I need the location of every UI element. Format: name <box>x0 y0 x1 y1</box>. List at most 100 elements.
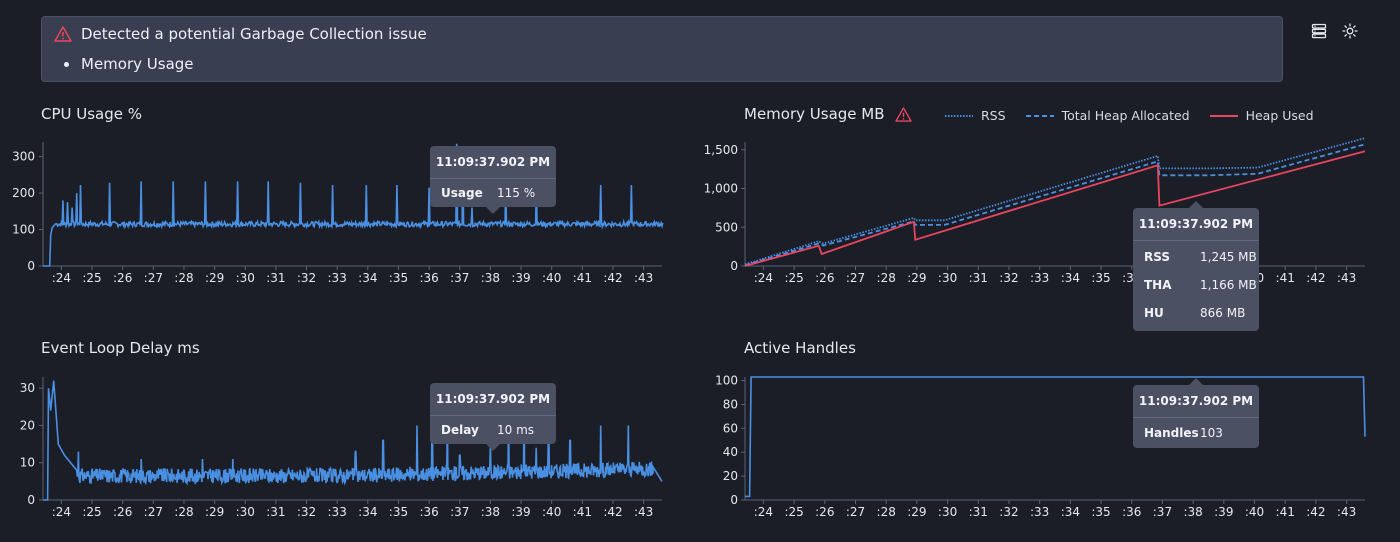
cpu-x-tick-label: :30 <box>236 271 255 285</box>
alert-title-row: Detected a potential Garbage Collection … <box>54 25 427 43</box>
warning-icon <box>54 26 72 42</box>
el-x-tick-label: :38 <box>481 505 500 519</box>
ah-y-tick-label: 60 <box>723 421 738 435</box>
cpu-x-tick-label: :38 <box>481 271 500 285</box>
el-x-tick-label: :31 <box>266 505 285 519</box>
el-x-tick-label: :39 <box>511 505 530 519</box>
ah-y-tick-label: 20 <box>723 469 738 483</box>
mem-x-tick-label: :30 <box>938 271 957 285</box>
cpu-y-tick-label: 300 <box>12 150 35 164</box>
ah-x-tick-label: :32 <box>999 505 1018 519</box>
el-x-tick-label: :26 <box>113 505 132 519</box>
cpu-title-text: CPU Usage % <box>41 105 143 123</box>
event-loop-tooltip: 11:09:37.902 PM Delay 10 ms <box>430 383 556 451</box>
cpu-x-tick-label: :25 <box>82 271 101 285</box>
legend-item-rss[interactable]: RSS <box>945 108 1006 123</box>
ah-x-tick-label: :35 <box>1091 505 1110 519</box>
tooltip-rss-value: 1,245 MB <box>1200 250 1257 264</box>
cpu-x-tick-label: :34 <box>358 271 377 285</box>
el-y-tick-label: 20 <box>20 418 35 432</box>
legend-item-tha[interactable]: Total Heap Allocated <box>1025 108 1190 123</box>
memory-title-text: Memory Usage MB <box>744 105 885 123</box>
el-x-tick-label: :27 <box>144 505 163 519</box>
el-x-tick-label: :30 <box>236 505 255 519</box>
cpu-x-tick-label: :24 <box>52 271 71 285</box>
top-toolbar <box>1311 23 1358 39</box>
ah-x-tick-label: :30 <box>938 505 957 519</box>
ah-x-tick-label: :25 <box>784 505 803 519</box>
el-x-tick-label: :24 <box>52 505 71 519</box>
el-x-tick-label: :40 <box>542 505 561 519</box>
handles-tooltip-label: Handles <box>1144 426 1199 440</box>
tooltip-tha-value: 1,166 MB <box>1200 278 1257 292</box>
ah-x-tick-label: :37 <box>1153 505 1172 519</box>
ah-x-tick-label: :24 <box>754 505 773 519</box>
ah-x-tick-label: :36 <box>1122 505 1141 519</box>
list-view-icon[interactable] <box>1311 23 1327 39</box>
heap-used-line <box>744 150 1366 267</box>
memory-tooltip-row: HU 866 MB <box>1133 299 1259 327</box>
el-x-tick-label: :32 <box>297 505 316 519</box>
active-handles-line <box>745 376 1366 498</box>
tooltip-tha-label: THA <box>1144 278 1172 292</box>
ah-y-tick-label: 0 <box>730 493 738 507</box>
ah-x-tick-label: :26 <box>815 505 834 519</box>
mem-x-tick-label: :43 <box>1337 271 1356 285</box>
ah-x-tick-label: :27 <box>846 505 865 519</box>
ah-x-tick-label: :31 <box>969 505 988 519</box>
el-x-tick-label: :42 <box>603 505 622 519</box>
tha-line <box>744 143 1366 267</box>
cpu-x-tick-label: :35 <box>389 271 408 285</box>
memory-tooltip-row: RSS 1,245 MB <box>1133 243 1259 271</box>
hu-line-swatch-icon <box>1209 114 1238 117</box>
mem-y-tick-label: 500 <box>715 220 738 234</box>
cpu-x-tick-label: :31 <box>266 271 285 285</box>
el-x-tick-label: :29 <box>205 505 224 519</box>
alert-list-item: Memory Usage <box>64 55 194 73</box>
mem-x-tick-label: :27 <box>846 271 865 285</box>
legend-item-hu[interactable]: Heap Used <box>1209 108 1314 123</box>
el-y-tick-label: 0 <box>27 493 35 507</box>
alert-item-label: Memory Usage <box>81 55 194 73</box>
cpu-x-tick-label: :36 <box>419 271 438 285</box>
ah-x-tick-label: :29 <box>907 505 926 519</box>
cpu-tooltip-label: Usage <box>441 186 483 200</box>
cpu-tooltip-value: 115 % <box>497 186 536 200</box>
ah-x-tick-label: :28 <box>877 505 896 519</box>
el-x-tick-label: :35 <box>389 505 408 519</box>
cpu-x-tick-label: :26 <box>113 271 132 285</box>
el-x-tick-label: :28 <box>174 505 193 519</box>
cpu-x-tick-label: :32 <box>297 271 316 285</box>
theme-toggle-icon[interactable] <box>1342 23 1358 39</box>
el-y-tick-label: 10 <box>20 456 35 470</box>
handles-tooltip-time: 11:09:37.902 PM <box>1133 385 1259 418</box>
mem-x-tick-label: :42 <box>1306 271 1325 285</box>
cpu-tooltip: 11:09:37.902 PM Usage 115 % <box>430 146 556 214</box>
cpu-chart-title: CPU Usage % <box>41 105 142 123</box>
gc-alert-banner: Detected a potential Garbage Collection … <box>41 16 1283 82</box>
ah-x-tick-label: :33 <box>1030 505 1049 519</box>
ah-y-tick-label: 40 <box>723 445 738 459</box>
mem-y-tick-label: 1,000 <box>704 182 738 196</box>
ah-x-tick-label: :39 <box>1214 505 1233 519</box>
handles-chart-title: Active Handles <box>744 339 856 357</box>
mem-x-tick-label: :31 <box>969 271 988 285</box>
el-x-tick-label: :25 <box>82 505 101 519</box>
memory-legend: RSS Total Heap Allocated Heap Used <box>945 108 1334 123</box>
ah-y-tick-label: 80 <box>723 397 738 411</box>
mem-x-tick-label: :26 <box>815 271 834 285</box>
ah-x-tick-label: :41 <box>1276 505 1295 519</box>
ah-y-tick-label: 100 <box>715 374 738 388</box>
cpu-x-tick-label: :40 <box>542 271 561 285</box>
rss-line <box>744 137 1366 266</box>
tha-line-swatch-icon <box>1025 114 1054 117</box>
cpu-x-tick-label: :28 <box>174 271 193 285</box>
cpu-y-tick-label: 100 <box>12 223 35 237</box>
legend-hu-label: Heap Used <box>1245 108 1314 123</box>
ah-x-tick-label: :34 <box>1061 505 1080 519</box>
mem-x-tick-label: :33 <box>1030 271 1049 285</box>
mem-x-tick-label: :34 <box>1061 271 1080 285</box>
cpu-y-tick-label: 0 <box>27 259 35 273</box>
tooltip-hu-value: 866 MB <box>1200 306 1246 320</box>
